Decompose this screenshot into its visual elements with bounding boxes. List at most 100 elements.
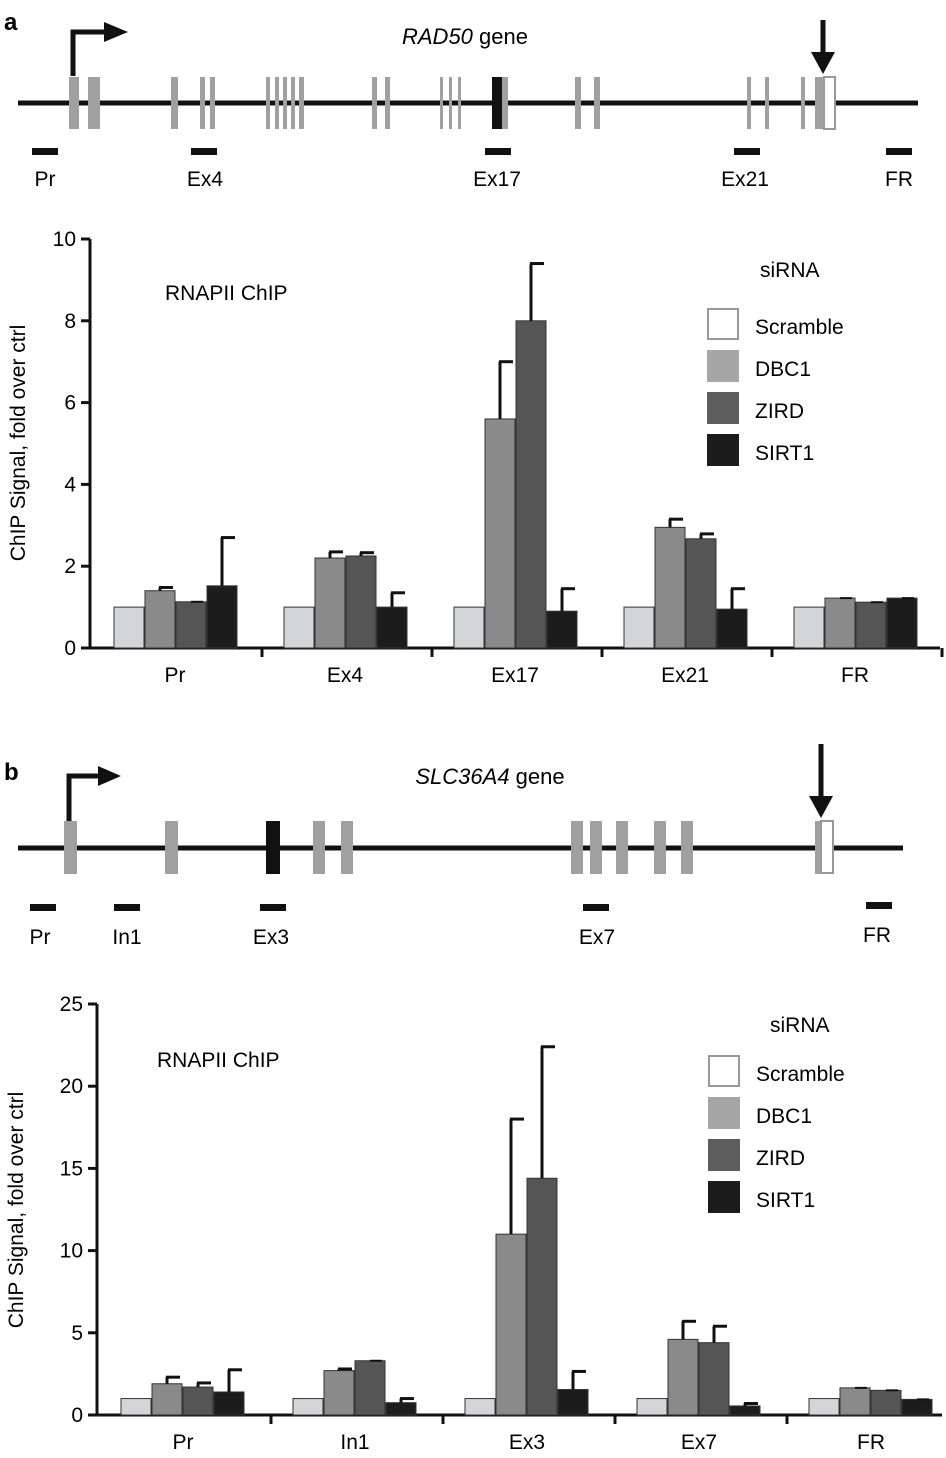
legend-label-zird: ZIRD bbox=[755, 400, 804, 423]
legend-label-dbc1: DBC1 bbox=[756, 1105, 812, 1128]
bar-dbc1 bbox=[151, 1383, 183, 1416]
bar-scramble bbox=[453, 606, 485, 649]
legend-label-scramble: Scramble bbox=[756, 1063, 845, 1086]
exon bbox=[200, 77, 205, 129]
legend-swatch-sirt1 bbox=[708, 1181, 740, 1213]
exon bbox=[801, 77, 805, 129]
exon bbox=[385, 77, 390, 129]
bar-scramble bbox=[292, 1398, 324, 1416]
bar-dbc1 bbox=[144, 590, 176, 649]
panel-a-region-markers bbox=[32, 148, 912, 155]
exon bbox=[590, 821, 602, 874]
x-category-label: Ex17 bbox=[491, 664, 539, 687]
exon bbox=[502, 77, 508, 129]
panel-a-region-label: FR bbox=[885, 168, 913, 191]
chart-legend: siRNA Scramble DBC1 ZIRD SIRT1 bbox=[708, 1014, 845, 1213]
bar-scramble bbox=[113, 606, 145, 649]
x-category-label: Pr bbox=[173, 1431, 194, 1454]
y-tick-label: 2 bbox=[64, 555, 76, 578]
bar-sirt1 bbox=[716, 608, 748, 649]
chart-bars bbox=[113, 262, 918, 649]
bar-zird bbox=[182, 1386, 214, 1416]
exon bbox=[299, 77, 304, 129]
panel-b-region-label: In1 bbox=[112, 926, 141, 949]
panel-a-region-label: Ex21 bbox=[721, 168, 769, 191]
exon bbox=[171, 77, 178, 129]
region-marker bbox=[485, 148, 511, 155]
y-tick-label: 0 bbox=[64, 637, 76, 660]
bar-dbc1 bbox=[654, 526, 686, 649]
exon bbox=[64, 821, 77, 874]
bar-sirt1 bbox=[213, 1391, 245, 1416]
legend-title: siRNA bbox=[760, 259, 820, 282]
y-tick-label: 25 bbox=[60, 993, 83, 1016]
bar-sirt1 bbox=[385, 1402, 417, 1416]
exon bbox=[815, 821, 821, 874]
bar-zird bbox=[870, 1389, 902, 1416]
bar-scramble bbox=[464, 1398, 496, 1416]
panel-a-gene-diagram: a RAD50 gene bbox=[4, 9, 918, 191]
exon bbox=[654, 821, 666, 874]
panel-a-letter: a bbox=[4, 9, 18, 36]
legend-swatch-sirt1 bbox=[707, 434, 739, 466]
exon bbox=[765, 77, 769, 129]
panel-a-utr-exon bbox=[823, 76, 836, 130]
bar-dbc1 bbox=[667, 1338, 699, 1416]
x-category-label: Ex3 bbox=[509, 1431, 545, 1454]
y-tick-label: 20 bbox=[60, 1075, 83, 1098]
exon bbox=[266, 77, 270, 129]
bar-sirt1 bbox=[901, 1398, 933, 1416]
bar-zird bbox=[685, 538, 717, 649]
legend-swatch-dbc1 bbox=[708, 1097, 740, 1129]
exon bbox=[283, 77, 287, 129]
legend-swatch-dbc1 bbox=[707, 350, 739, 382]
y-tick-label: 6 bbox=[64, 392, 76, 415]
legend-title: siRNA bbox=[770, 1014, 830, 1037]
bar-zird bbox=[698, 1342, 730, 1416]
panel-b-exons bbox=[64, 821, 821, 874]
bar-sirt1 bbox=[557, 1389, 589, 1416]
x-category-label: Pr bbox=[165, 664, 186, 687]
region-marker bbox=[30, 904, 56, 911]
y-tick-label: 10 bbox=[53, 228, 76, 251]
panel-b-bar-chart: RNAPII ChIP ChIP Signal, fold over ctrl … bbox=[5, 993, 942, 1454]
panel-b-region-label: Ex3 bbox=[253, 926, 289, 949]
panel-a-gene-title: RAD50 gene bbox=[402, 24, 528, 49]
panel-b-end-arrowhead-icon bbox=[809, 796, 833, 818]
panel-b-tss-arrowhead-icon bbox=[98, 766, 121, 786]
exon bbox=[291, 77, 295, 129]
panel-b-gene-diagram: b SLC36A4 gene Pr In1 bbox=[4, 744, 903, 949]
y-tick-label: 0 bbox=[71, 1404, 83, 1427]
x-category-label: In1 bbox=[340, 1431, 369, 1454]
exon bbox=[681, 821, 693, 874]
panel-a-black-exon bbox=[492, 77, 502, 129]
legend-swatch-scramble bbox=[707, 308, 739, 340]
chart-title: RNAPII ChIP bbox=[157, 1049, 280, 1072]
legend-label-sirt1: SIRT1 bbox=[756, 1189, 815, 1212]
legend-label-sirt1: SIRT1 bbox=[755, 442, 814, 465]
y-axis-label: ChIP Signal, fold over ctrl bbox=[7, 325, 30, 562]
panel-b-region-markers bbox=[30, 902, 892, 911]
region-marker bbox=[191, 148, 217, 155]
bar-scramble bbox=[636, 1398, 668, 1416]
bar-zird bbox=[345, 555, 377, 649]
exon bbox=[69, 77, 79, 129]
panel-b-region-label: FR bbox=[863, 924, 891, 947]
x-category-label: Ex7 bbox=[681, 1431, 717, 1454]
x-category-label: Ex21 bbox=[661, 664, 709, 687]
legend-swatch-zird bbox=[707, 392, 739, 424]
panel-b-tss-arrow-icon bbox=[66, 773, 104, 822]
legend-label-dbc1: DBC1 bbox=[755, 358, 811, 381]
exon bbox=[449, 77, 452, 129]
bar-dbc1 bbox=[839, 1387, 871, 1416]
legend-label-scramble: Scramble bbox=[755, 316, 844, 339]
legend-swatch-zird bbox=[708, 1139, 740, 1171]
bar-zird bbox=[175, 601, 207, 649]
panel-a-end-arrowhead-icon bbox=[811, 52, 835, 74]
panel-b-region-label: Ex7 bbox=[579, 926, 615, 949]
exon bbox=[210, 77, 215, 129]
region-marker bbox=[866, 902, 892, 909]
y-tick-label: 8 bbox=[64, 310, 76, 333]
bar-sirt1 bbox=[546, 610, 578, 649]
region-marker bbox=[734, 148, 760, 155]
